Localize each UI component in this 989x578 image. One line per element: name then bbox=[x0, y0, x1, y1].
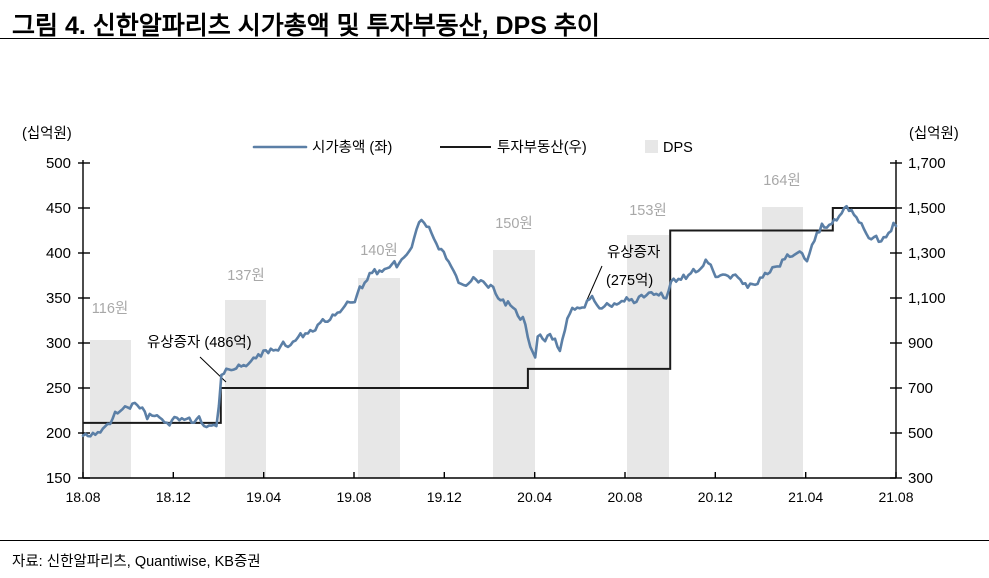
svg-text:(십억원): (십억원) bbox=[909, 125, 959, 142]
svg-text:116원: 116원 bbox=[92, 300, 128, 317]
svg-text:300: 300 bbox=[908, 470, 933, 487]
svg-text:18.12: 18.12 bbox=[156, 489, 191, 505]
svg-text:20.04: 20.04 bbox=[517, 489, 552, 505]
svg-text:DPS: DPS bbox=[663, 140, 693, 156]
svg-text:18.08: 18.08 bbox=[65, 489, 100, 505]
svg-text:시가총액 (좌): 시가총액 (좌) bbox=[312, 139, 392, 156]
svg-text:1,700: 1,700 bbox=[908, 155, 946, 172]
svg-text:300: 300 bbox=[46, 335, 71, 352]
svg-text:(십억원): (십억원) bbox=[22, 125, 72, 142]
svg-text:19.12: 19.12 bbox=[427, 489, 462, 505]
svg-text:900: 900 bbox=[908, 335, 933, 352]
svg-text:21.08: 21.08 bbox=[878, 489, 913, 505]
svg-text:500: 500 bbox=[46, 155, 71, 172]
svg-text:1,500: 1,500 bbox=[908, 200, 946, 217]
svg-text:유상증자 (486억): 유상증자 (486억) bbox=[147, 334, 252, 351]
svg-text:유상증자: 유상증자 bbox=[607, 244, 660, 261]
svg-text:1,300: 1,300 bbox=[908, 245, 946, 262]
svg-text:20.08: 20.08 bbox=[607, 489, 642, 505]
svg-text:450: 450 bbox=[46, 200, 71, 217]
svg-text:250: 250 bbox=[46, 380, 71, 397]
svg-text:1,100: 1,100 bbox=[908, 290, 946, 307]
svg-text:투자부동산(우): 투자부동산(우) bbox=[497, 139, 587, 156]
svg-text:137원: 137원 bbox=[227, 267, 265, 284]
svg-text:19.04: 19.04 bbox=[246, 489, 281, 505]
svg-text:350: 350 bbox=[46, 290, 71, 307]
svg-text:(275억): (275억) bbox=[606, 272, 653, 289]
svg-text:153원: 153원 bbox=[629, 202, 667, 219]
svg-text:164원: 164원 bbox=[763, 172, 801, 189]
svg-text:400: 400 bbox=[46, 245, 71, 262]
svg-text:700: 700 bbox=[908, 380, 933, 397]
svg-text:500: 500 bbox=[908, 425, 933, 442]
svg-text:150원: 150원 bbox=[495, 215, 533, 232]
svg-text:200: 200 bbox=[46, 425, 71, 442]
svg-text:19.08: 19.08 bbox=[336, 489, 371, 505]
svg-text:150: 150 bbox=[46, 470, 71, 487]
svg-text:140원: 140원 bbox=[360, 242, 398, 259]
svg-text:21.04: 21.04 bbox=[788, 489, 823, 505]
svg-text:20.12: 20.12 bbox=[698, 489, 733, 505]
